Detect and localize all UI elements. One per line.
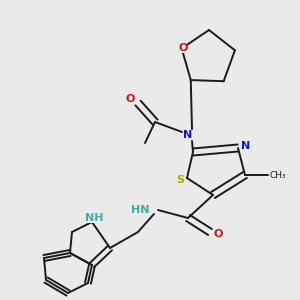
Text: CH₃: CH₃ [270,170,286,179]
Text: N: N [242,141,250,151]
Text: O: O [178,44,188,53]
Text: O: O [213,229,223,239]
Text: N: N [183,130,193,140]
Text: O: O [125,94,135,104]
Text: HN: HN [131,205,150,215]
Text: NH: NH [85,213,103,223]
Text: S: S [176,175,184,185]
